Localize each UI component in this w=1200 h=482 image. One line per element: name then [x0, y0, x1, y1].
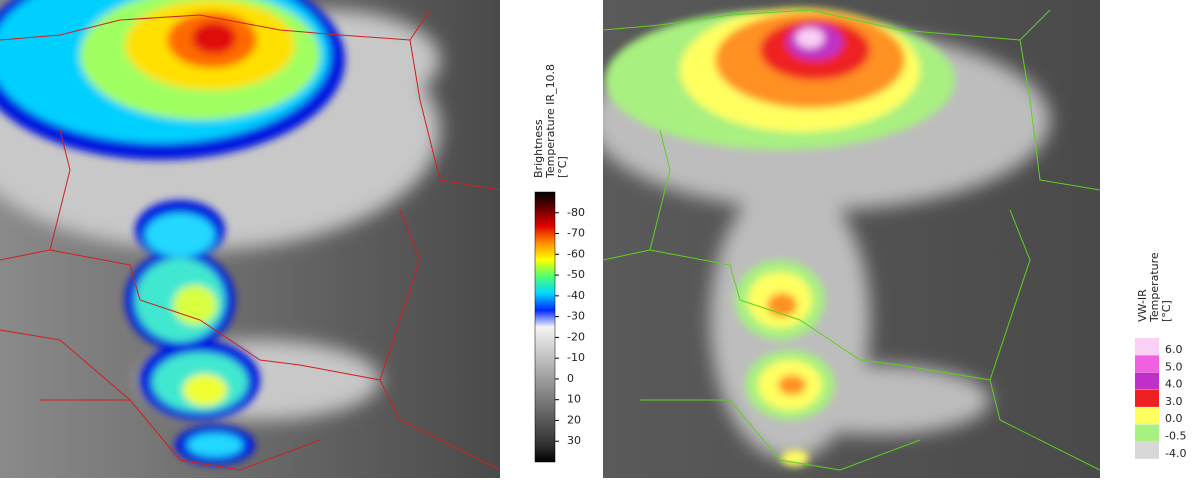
legend-title: [°C] — [1160, 300, 1173, 322]
legend-swatch — [1135, 441, 1159, 459]
legend-label: 4.0 — [1165, 378, 1183, 391]
colorbar-tick-label: -70 — [567, 227, 585, 240]
colorbar-title: Temperature IR_10.8 — [544, 64, 557, 179]
legend-swatch — [1135, 424, 1159, 442]
legend-title: Temperature — [1148, 252, 1161, 323]
legend-swatch — [1135, 355, 1159, 373]
legend-label: 5.0 — [1165, 360, 1183, 373]
colorbar-tick-label: 0 — [567, 372, 574, 385]
legend-label: 3.0 — [1165, 395, 1183, 408]
legend-label: -4.0 — [1165, 447, 1186, 460]
vwir-legend: 6.0 5.0 4.0 3.0 0.0 -0.5 -4.0 VW-IR Temperature[… — [1135, 252, 1186, 460]
ir-colorbar: -80 -70 -60 -50 -40 -30 -20 -10 0 10 20 30 Brightnes… — [532, 64, 585, 463]
colorbar-tick-label: -40 — [567, 289, 585, 302]
ir-image — [0, 0, 500, 478]
colorbar-tick-label: 10 — [567, 393, 581, 406]
legend-swatch — [1135, 372, 1159, 390]
colorbar-title: [°C] — [556, 156, 569, 178]
legend-title: VW-IR — [1136, 289, 1149, 322]
legend-label: 0.0 — [1165, 412, 1183, 425]
colorbar-tick-label: -30 — [567, 310, 585, 323]
vwir-image — [603, 0, 1100, 478]
colorbar-tick-label: -60 — [567, 247, 585, 260]
colorbar-tick-label: 20 — [567, 413, 581, 426]
colorbar-bar — [534, 191, 556, 463]
legend-swatch — [1135, 389, 1159, 407]
colorbar-tick-label: -50 — [567, 268, 585, 281]
colorbar-tick-label: -10 — [567, 351, 585, 364]
legend-label: 6.0 — [1165, 343, 1183, 356]
colorbar-tick-label: -80 — [567, 206, 585, 219]
colorbar-tick-label: -20 — [567, 330, 585, 343]
colorbar-title: Brightness — [532, 119, 545, 178]
legend-swatch — [1135, 407, 1159, 425]
legend-swatch — [1135, 338, 1159, 355]
colorbar-tick-label: 30 — [567, 434, 581, 447]
legend-label: -0.5 — [1165, 430, 1186, 443]
